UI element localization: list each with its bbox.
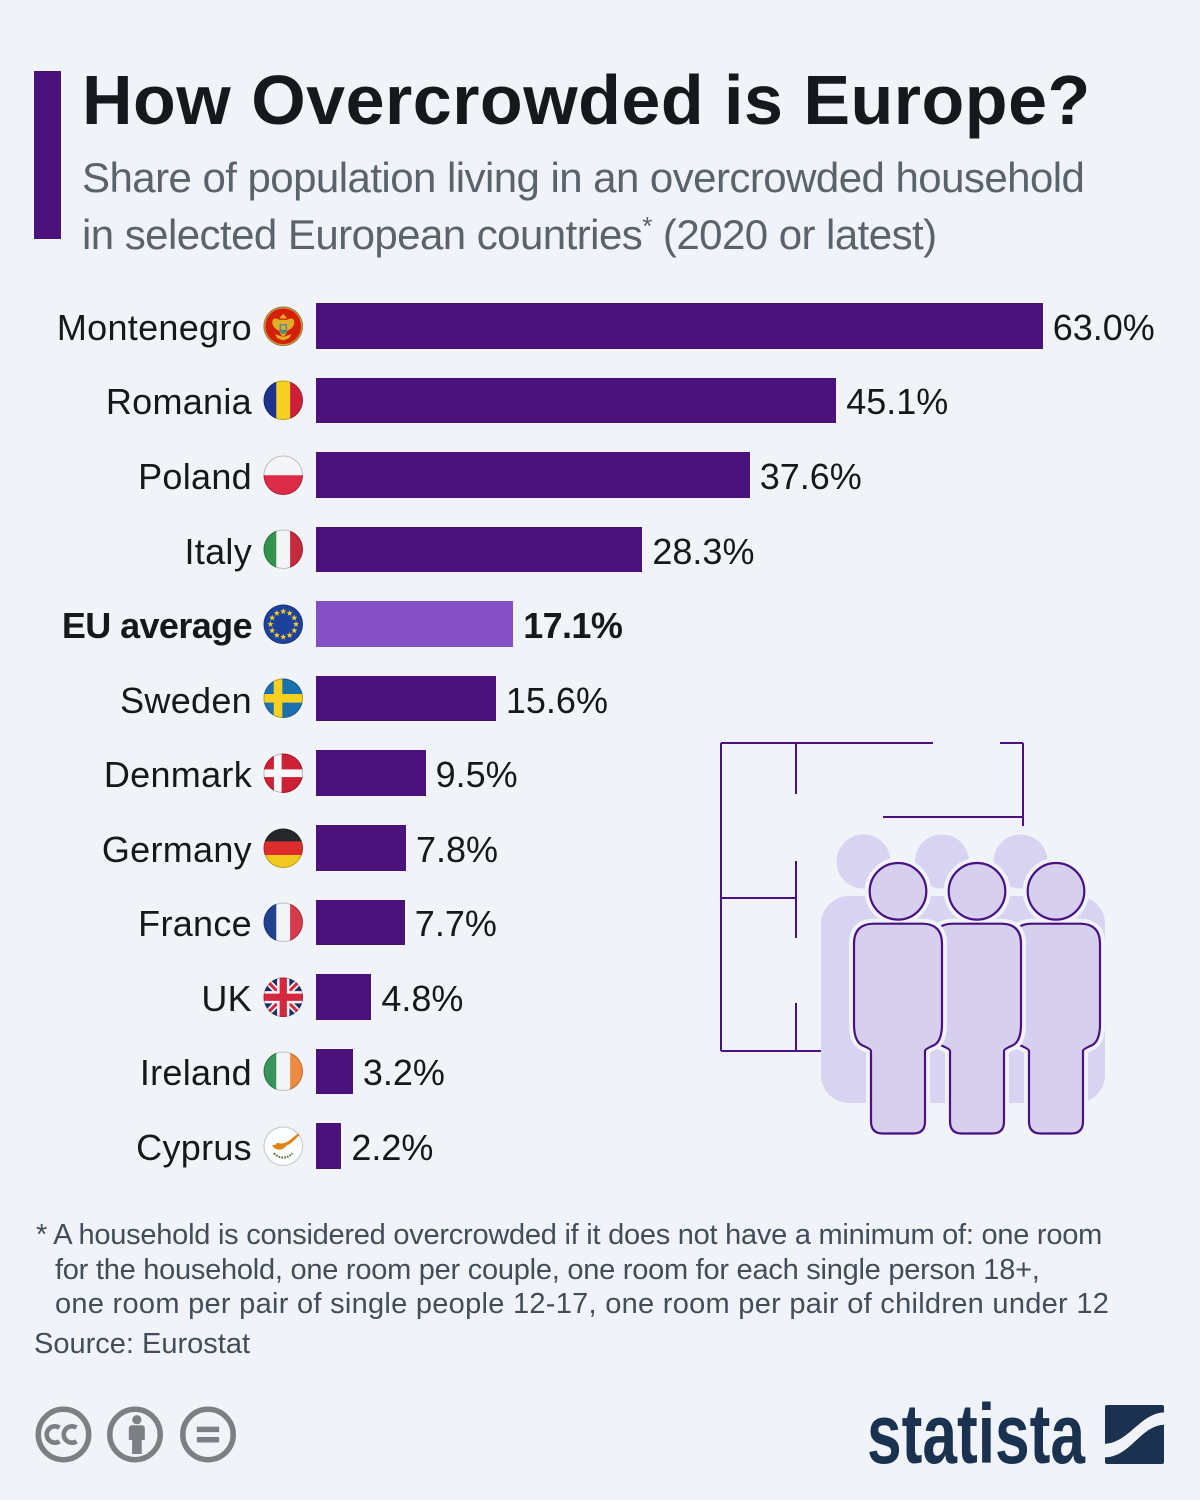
svg-text:statista: statista bbox=[867, 1390, 1086, 1480]
